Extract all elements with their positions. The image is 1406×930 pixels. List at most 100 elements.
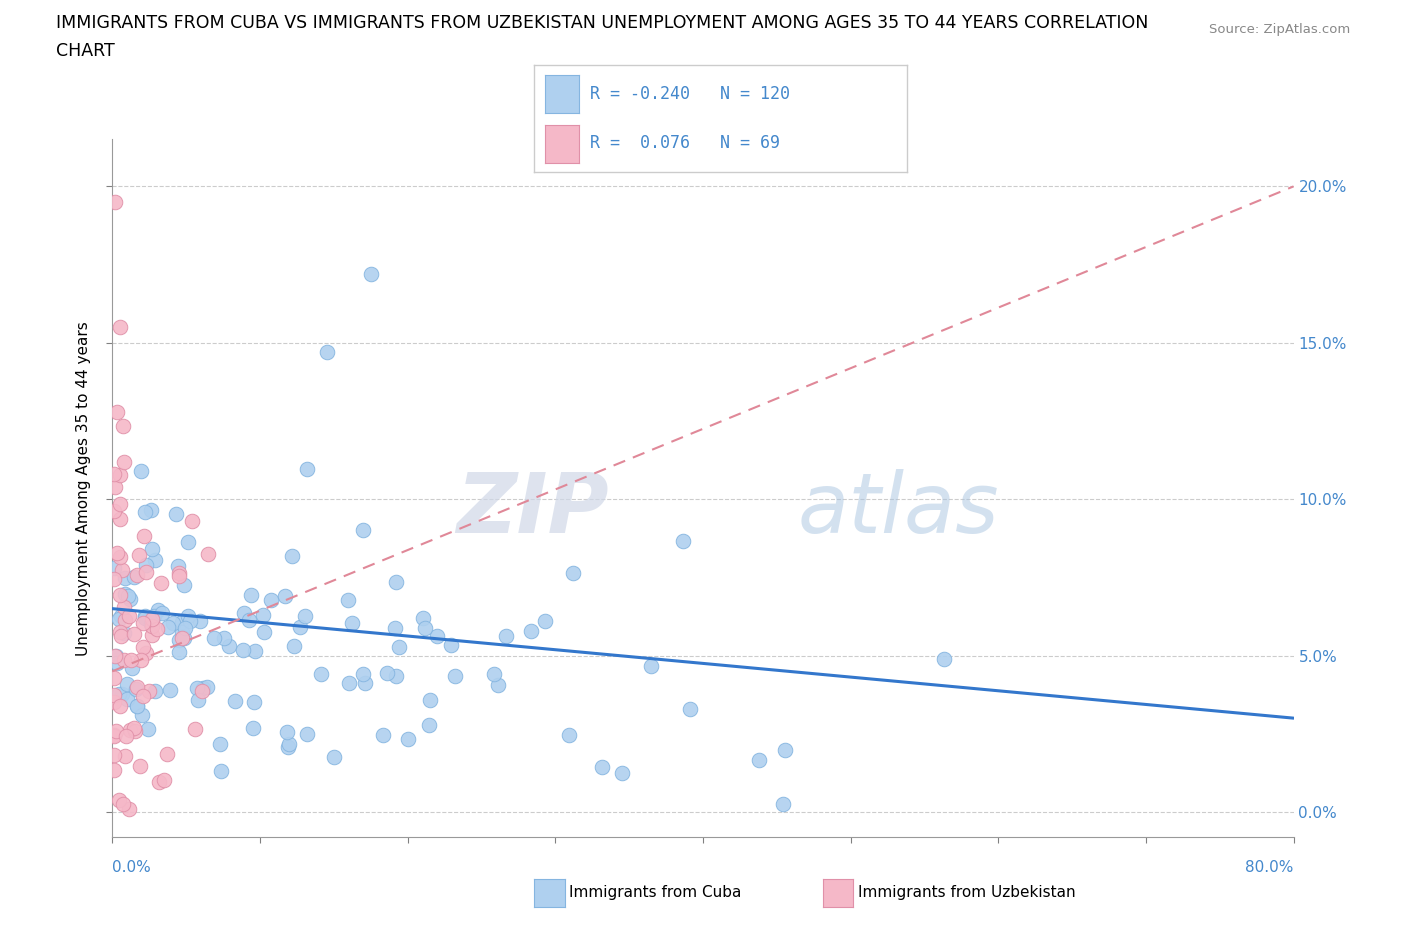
Point (488, 677, 510, 692)
Point (115, 728, 138, 743)
Point (108, 588, 131, 603)
Point (179, 614, 201, 629)
Point (218, 638, 240, 653)
Point (482, 667, 505, 682)
Point (118, 723, 141, 737)
Point (134, 611, 156, 626)
Point (105, 405, 128, 419)
Point (170, 631, 193, 645)
Text: CHART: CHART (56, 42, 115, 60)
Point (640, 659, 662, 674)
Point (232, 643, 254, 658)
Point (127, 680, 149, 695)
Text: IMMIGRANTS FROM CUBA VS IMMIGRANTS FROM UZBEKISTAN UNEMPLOYMENT AMONG AGES 35 TO: IMMIGRANTS FROM CUBA VS IMMIGRANTS FROM … (56, 14, 1149, 32)
Point (120, 591, 142, 606)
Point (197, 546, 219, 561)
Point (122, 721, 145, 736)
Point (672, 533, 695, 548)
Point (103, 695, 125, 710)
Text: atlas: atlas (797, 469, 1000, 550)
Point (353, 667, 375, 682)
Text: Immigrants from Cuba: Immigrants from Cuba (569, 885, 742, 900)
Point (440, 638, 463, 653)
Point (186, 681, 208, 696)
Point (591, 760, 613, 775)
Text: Source: ZipAtlas.com: Source: ZipAtlas.com (1209, 23, 1350, 36)
Point (294, 609, 316, 624)
Point (259, 592, 281, 607)
Point (110, 624, 132, 639)
Point (150, 576, 173, 591)
Point (384, 620, 406, 635)
Point (209, 764, 232, 778)
Point (167, 565, 190, 580)
Point (277, 739, 299, 754)
Point (240, 588, 263, 603)
Point (135, 645, 157, 660)
Point (110, 497, 132, 512)
Point (125, 698, 148, 713)
Point (111, 418, 134, 433)
Point (309, 666, 332, 681)
Point (141, 628, 163, 643)
Point (177, 609, 200, 624)
Point (131, 707, 153, 722)
Point (195, 679, 218, 694)
Point (243, 695, 266, 710)
Text: 0.0%: 0.0% (112, 860, 152, 875)
Point (232, 605, 254, 620)
Point (110, 686, 132, 701)
Text: ZIP: ZIP (456, 469, 609, 550)
Point (117, 589, 139, 604)
Point (132, 615, 155, 630)
Point (188, 613, 211, 628)
Point (103, 727, 125, 742)
Point (103, 688, 125, 703)
Point (108, 467, 131, 482)
Point (127, 568, 149, 583)
Point (112, 600, 135, 615)
Point (125, 682, 148, 697)
Point (172, 615, 194, 630)
Point (173, 631, 195, 645)
Point (288, 620, 311, 635)
Point (103, 763, 125, 777)
Point (172, 625, 194, 640)
Point (110, 609, 132, 624)
Point (167, 559, 190, 574)
Point (156, 746, 179, 761)
Point (772, 796, 794, 811)
Point (558, 727, 581, 742)
Text: R = -0.240   N = 120: R = -0.240 N = 120 (591, 85, 790, 103)
Point (418, 718, 440, 733)
Point (396, 731, 419, 746)
Point (354, 675, 377, 690)
Point (108, 698, 131, 713)
Y-axis label: Unemployment Among Ages 35 to 44 years: Unemployment Among Ages 35 to 44 years (76, 321, 91, 656)
Point (108, 320, 131, 335)
Point (107, 611, 129, 626)
Point (444, 669, 467, 684)
Point (208, 737, 231, 751)
Point (159, 683, 181, 698)
Point (384, 669, 406, 684)
Point (138, 722, 160, 737)
Point (103, 467, 125, 482)
Point (277, 737, 299, 751)
Point (224, 694, 246, 709)
Point (103, 561, 125, 576)
Point (337, 675, 360, 690)
Point (104, 194, 127, 209)
Point (108, 512, 131, 526)
Point (253, 624, 276, 639)
Point (117, 677, 139, 692)
Point (173, 578, 195, 592)
Point (533, 614, 555, 629)
Point (139, 502, 162, 517)
Point (162, 615, 184, 630)
Point (180, 513, 202, 528)
Point (679, 702, 702, 717)
Point (748, 753, 770, 768)
Text: Immigrants from Uzbekistan: Immigrants from Uzbekistan (858, 885, 1076, 900)
Point (146, 621, 169, 636)
